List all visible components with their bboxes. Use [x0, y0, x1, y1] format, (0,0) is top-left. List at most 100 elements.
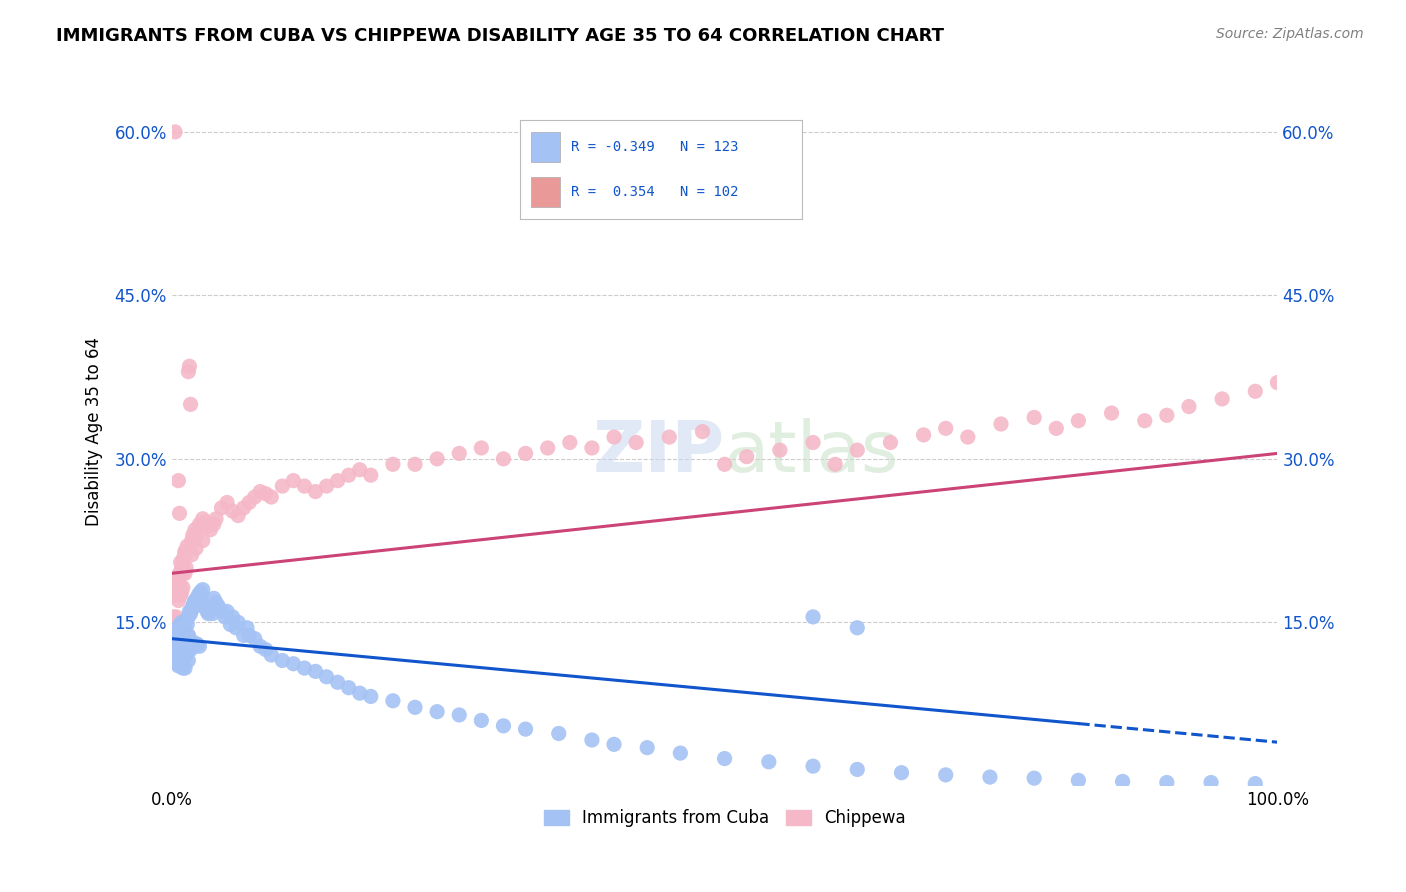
Point — [195, 519, 218, 533]
Point — [713, 458, 735, 472]
Point — [165, 648, 187, 662]
Point — [167, 624, 190, 638]
Point — [170, 650, 193, 665]
Point — [801, 435, 824, 450]
Point — [1244, 776, 1267, 790]
Point — [990, 417, 1012, 431]
Point — [191, 512, 214, 526]
Point — [658, 430, 681, 444]
Point — [166, 626, 188, 640]
Point — [226, 508, 249, 523]
Point — [174, 661, 197, 675]
Point — [167, 635, 190, 649]
Point — [180, 607, 202, 621]
Point — [183, 596, 205, 610]
Point — [935, 421, 957, 435]
Point — [181, 635, 204, 649]
Point — [180, 602, 202, 616]
Point — [188, 640, 211, 654]
Point — [177, 610, 200, 624]
Point — [179, 637, 201, 651]
Point — [404, 700, 426, 714]
Point — [890, 765, 912, 780]
Point — [167, 474, 190, 488]
Point — [174, 650, 197, 665]
Point — [197, 607, 219, 621]
Point — [179, 359, 201, 374]
Point — [183, 533, 205, 548]
Point — [236, 621, 259, 635]
Point — [294, 661, 316, 675]
Point — [172, 624, 194, 638]
Point — [176, 617, 198, 632]
Point — [226, 615, 249, 630]
Point — [515, 446, 537, 460]
Point — [260, 648, 283, 662]
Point — [381, 694, 404, 708]
Point — [170, 561, 193, 575]
Point — [166, 588, 188, 602]
Point — [304, 484, 326, 499]
Point — [184, 593, 207, 607]
Point — [956, 430, 979, 444]
Point — [190, 588, 212, 602]
Point — [1111, 774, 1133, 789]
Point — [935, 768, 957, 782]
Point — [205, 596, 228, 610]
Point — [1211, 392, 1233, 406]
Point — [979, 770, 1001, 784]
Point — [169, 577, 191, 591]
Point — [326, 675, 349, 690]
Point — [537, 441, 560, 455]
Point — [165, 584, 187, 599]
Point — [846, 443, 869, 458]
Point — [221, 610, 243, 624]
Point — [169, 506, 191, 520]
Point — [170, 632, 193, 646]
Point — [294, 479, 316, 493]
Point — [177, 653, 200, 667]
Point — [211, 500, 233, 515]
Text: ZIP: ZIP — [592, 418, 724, 487]
Point — [283, 657, 305, 671]
Point — [713, 751, 735, 765]
Point — [636, 740, 658, 755]
Point — [165, 632, 187, 646]
Point — [801, 759, 824, 773]
Point — [326, 474, 349, 488]
Point — [186, 591, 208, 606]
Point — [603, 430, 626, 444]
Point — [801, 610, 824, 624]
Point — [1024, 771, 1046, 785]
Point — [180, 640, 202, 654]
Point — [200, 602, 222, 616]
Point — [163, 637, 186, 651]
Point — [207, 599, 229, 613]
Point — [1156, 775, 1178, 789]
Point — [1244, 384, 1267, 399]
Point — [169, 566, 191, 581]
Point — [271, 479, 294, 493]
Point — [169, 653, 191, 667]
Point — [174, 613, 197, 627]
Text: atlas: atlas — [724, 418, 898, 487]
Point — [169, 640, 191, 654]
Point — [177, 628, 200, 642]
Point — [177, 365, 200, 379]
Point — [166, 642, 188, 657]
Point — [194, 599, 217, 613]
Point — [221, 504, 243, 518]
Point — [449, 446, 471, 460]
Point — [167, 569, 190, 583]
Point — [174, 544, 197, 558]
Point — [1133, 414, 1156, 428]
Text: Source: ZipAtlas.com: Source: ZipAtlas.com — [1216, 27, 1364, 41]
Point — [170, 584, 193, 599]
Point — [173, 549, 195, 564]
Point — [1067, 773, 1090, 788]
Point — [169, 642, 191, 657]
Point — [162, 610, 184, 624]
Point — [165, 572, 187, 586]
Point — [426, 451, 449, 466]
Point — [603, 738, 626, 752]
